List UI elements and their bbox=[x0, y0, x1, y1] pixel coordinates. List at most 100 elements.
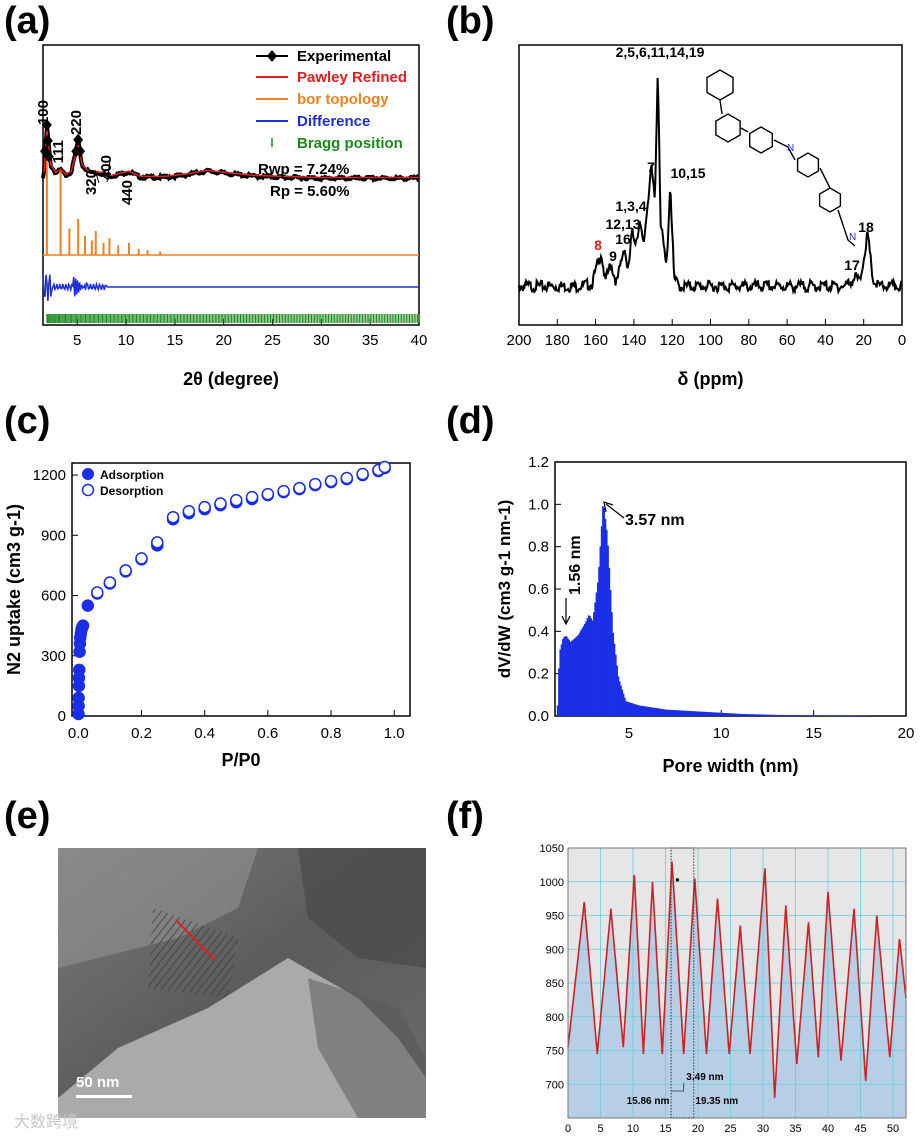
chart-c-desorption-point bbox=[214, 497, 227, 510]
chart-d-bar bbox=[611, 612, 613, 716]
chart-d-bar bbox=[578, 632, 581, 716]
chart-d-bar bbox=[589, 615, 591, 716]
chart-a-legend-label: Difference bbox=[297, 113, 370, 130]
chart-d-bar bbox=[801, 715, 803, 716]
chart-a-legend-marker bbox=[267, 50, 277, 62]
chart-d-bar bbox=[659, 708, 661, 716]
chart-d-xtick-label: 10 bbox=[713, 725, 730, 742]
chart-d-arrow-1 bbox=[561, 598, 571, 626]
chart-a-rp: Rp = 5.60% bbox=[270, 183, 350, 200]
chart-d-ytick-label: 0.4 bbox=[528, 623, 549, 640]
chart-a-xtick-label: 30 bbox=[313, 332, 330, 349]
chart-d-bar bbox=[737, 713, 740, 716]
panel-f-label: (f) bbox=[446, 795, 484, 837]
chart-d-bar bbox=[815, 715, 818, 716]
structure-ring-top bbox=[706, 69, 734, 101]
chart-d-bar bbox=[758, 714, 761, 716]
chart-c-desorption-point bbox=[324, 474, 338, 488]
chart-d-bar bbox=[745, 714, 748, 716]
chart-d-bar bbox=[567, 638, 569, 716]
chart-d-bar bbox=[715, 712, 718, 716]
chart-f-ytick-label: 800 bbox=[546, 1012, 564, 1024]
chart-c-desorption-point bbox=[91, 586, 104, 599]
chart-a-xtick-label: 25 bbox=[264, 332, 281, 349]
chart-c-xlabel: P/P0 bbox=[221, 750, 260, 770]
chart-f-xtick-label: 0 bbox=[565, 1123, 571, 1135]
chart-a-exp-marker bbox=[43, 150, 54, 163]
chart-b-peak-label: 18 bbox=[858, 219, 874, 235]
chart-d: 5 10 15 20 0.0 0.2 0.4 0.6 0.8 1.0 1.2 Pore width (… bbox=[495, 454, 914, 776]
chart-d-bar bbox=[625, 701, 627, 716]
chart-d-bar bbox=[708, 712, 710, 716]
chart-d-bar bbox=[631, 703, 634, 716]
chart-d-bar bbox=[661, 709, 664, 716]
chart-d-bar bbox=[825, 715, 828, 716]
chart-b-xtick-label: 120 bbox=[660, 332, 685, 349]
chart-d-bar bbox=[607, 545, 609, 716]
chart-d-bar bbox=[594, 602, 596, 716]
chart-b-peak-label: 7 bbox=[647, 159, 655, 175]
chart-d-bar bbox=[727, 713, 730, 716]
chart-c-desorption-point bbox=[356, 467, 369, 481]
chart-d-bar bbox=[699, 711, 701, 716]
chart-f-xtick-label: 35 bbox=[789, 1123, 801, 1135]
chart-a-peak-label: 100 bbox=[35, 100, 52, 125]
chart-a-xlabel: 2θ (degree) bbox=[183, 369, 279, 389]
panel-e-label: (e) bbox=[4, 795, 51, 837]
chart-d-bar bbox=[624, 697, 626, 716]
chart-d-bar bbox=[617, 676, 620, 716]
chart-d-bar bbox=[657, 708, 660, 716]
chart-a-pawley-line bbox=[43, 130, 419, 179]
chart-d-ytick-label: 0.2 bbox=[528, 666, 549, 683]
chart-d-bar bbox=[754, 714, 757, 716]
chart-d-bar bbox=[705, 711, 708, 716]
chart-d-bar bbox=[712, 712, 714, 716]
chart-b: 200 180 160 140 120 100 80 60 40 20 0δ (ppm)2,5,6,… bbox=[506, 44, 906, 389]
chart-a-arrow-400 bbox=[106, 159, 111, 183]
chart-d-bar bbox=[757, 714, 759, 716]
chart-d-bar bbox=[662, 709, 665, 716]
chart-d-bar bbox=[565, 636, 568, 716]
chart-d-bar bbox=[603, 507, 606, 716]
chart-d-bar bbox=[807, 715, 810, 716]
chart-d-bar bbox=[691, 711, 693, 716]
chart-d-bar bbox=[781, 715, 784, 716]
chart-c-adsorption-point bbox=[76, 619, 90, 632]
chart-d-bar bbox=[746, 714, 749, 716]
chart-f-xtick-label: 30 bbox=[757, 1123, 769, 1135]
chart-d-bar bbox=[670, 709, 673, 716]
chart-a-legend-label: Experimental bbox=[297, 48, 391, 65]
chart-d-bar bbox=[655, 708, 657, 716]
chart-c-legend-label: Adsorption bbox=[100, 468, 164, 482]
chart-d-bar bbox=[665, 709, 668, 716]
chart-f-ytick-label: 850 bbox=[546, 978, 564, 990]
chart-d-bar bbox=[718, 712, 721, 716]
chart-d-bar bbox=[651, 707, 653, 716]
chart-d-bar bbox=[673, 710, 675, 716]
chart-d-bar bbox=[602, 505, 604, 716]
chart-d-bar bbox=[656, 708, 659, 716]
chart-f-xtick-label: 15 bbox=[659, 1123, 671, 1135]
chart-d-bar bbox=[785, 715, 788, 716]
chart-f-annotation-start: 15.86 nm bbox=[627, 1096, 670, 1107]
chart-d-bar bbox=[577, 634, 580, 716]
chart-d-bar bbox=[748, 714, 750, 716]
chart-d-bar bbox=[721, 712, 723, 716]
chart-d-bar bbox=[643, 706, 646, 716]
chart-c-desorption-point bbox=[261, 487, 275, 501]
chart-d-bar bbox=[591, 620, 594, 716]
chart-d-ytick-label: 0.8 bbox=[528, 539, 549, 556]
panel-c-label: (c) bbox=[4, 400, 51, 442]
chart-b-xtick-label: 40 bbox=[817, 332, 834, 349]
chart-d-bar bbox=[560, 644, 563, 716]
chart-d-bar bbox=[701, 711, 704, 716]
chart-d-bar bbox=[680, 710, 683, 716]
chart-d-bar bbox=[612, 632, 615, 716]
chart-c-desorption-point bbox=[135, 552, 148, 565]
chart-d-bar bbox=[723, 712, 726, 716]
chart-c-adsorption-point bbox=[81, 599, 95, 612]
chart-d-bar bbox=[626, 701, 629, 716]
chart-d-bar bbox=[724, 713, 727, 716]
chart-d-bar bbox=[802, 715, 805, 716]
chart-c-ytick-label: 0 bbox=[58, 708, 66, 725]
